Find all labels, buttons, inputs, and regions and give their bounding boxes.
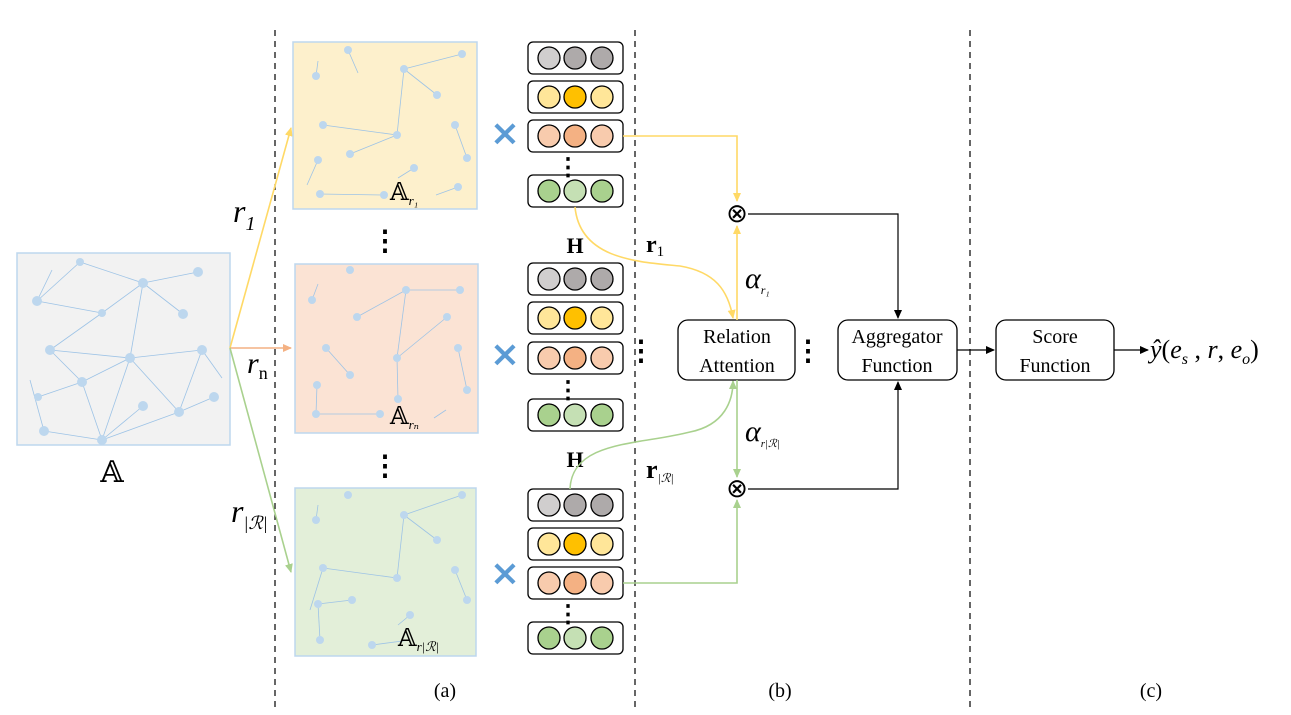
otimes-icon-bottom: ⊗ — [726, 474, 748, 504]
vector-label-rR: r|ℛ| — [646, 455, 674, 485]
section-label-a: (a) — [434, 680, 456, 702]
subgraph-ellipsis-2: ⋮ — [371, 451, 399, 482]
line-otimes-top-to-aggregator — [748, 213, 902, 319]
multiply-icon-1: × — [490, 113, 520, 154]
svg-text:Function: Function — [1019, 355, 1090, 377]
svg-text:Relation: Relation — [703, 326, 771, 348]
multiply-icon-3: × — [490, 553, 520, 594]
line-row-to-otimes-top — [623, 135, 741, 202]
matrix-label-bottom: H — [566, 447, 583, 472]
matrix-ellipsis-middle: ⋮ — [556, 378, 580, 404]
subgraph-rR: 𝔸r|ℛ| — [294, 487, 477, 657]
subgraph-r1: 𝔸r₁ — [292, 41, 478, 210]
svg-text:Aggregator: Aggregator — [851, 326, 942, 348]
subgraph-rR-label: 𝔸r|ℛ| — [397, 626, 439, 654]
relation-label-rn: rn — [247, 347, 268, 383]
section-label-b: (b) — [768, 680, 791, 702]
section-dividers — [274, 30, 971, 708]
subgraph-rn: 𝔸rₙ — [294, 263, 479, 434]
line-otimes-bottom-to-aggregator — [748, 381, 902, 490]
subgraph-rR-panel — [294, 487, 477, 657]
multiply-icon-2: × — [490, 334, 520, 375]
relation-arrows — [229, 127, 293, 573]
attention-side-ellipsis: ⋮ — [794, 336, 822, 367]
alpha-label-bottom: αr|ℛ| — [745, 415, 780, 450]
svg-text:Score: Score — [1032, 326, 1078, 348]
svg-text:Function: Function — [861, 355, 932, 377]
embedding-matrix-top — [527, 41, 624, 208]
matrix-ellipsis-bottom: ⋮ — [556, 602, 580, 628]
otimes-icon-top: ⊗ — [726, 199, 748, 229]
curve-r1 — [574, 206, 736, 319]
relation-label-r1: r1 — [233, 193, 255, 235]
embedding-matrix-middle — [527, 262, 624, 432]
relation-label-rR: r|ℛ| — [231, 493, 268, 533]
matrix-label-top: H — [566, 233, 583, 258]
multiply-icons: × × × — [490, 113, 520, 594]
line-row-to-otimes-bottom — [623, 499, 741, 584]
arrow-r1 — [229, 127, 293, 349]
embedding-matrix-bottom — [527, 488, 624, 655]
alpha-label-top: αr₁ — [745, 262, 770, 297]
aggregator-function-box: Aggregator Function — [837, 319, 958, 381]
vector-label-r1: r1 — [646, 232, 664, 260]
full-graph: 𝔸 — [16, 252, 231, 489]
subgraph-ellipsis-1: ⋮ — [371, 226, 399, 257]
subgraph-rn-label: 𝔸rₙ — [389, 404, 419, 432]
arrow-rR — [229, 347, 293, 573]
svg-text:Attention: Attention — [699, 355, 775, 377]
output-formula: ŷ(es , r, eo) — [1147, 335, 1259, 368]
matrix-side-ellipsis: ⋮ — [627, 336, 655, 367]
section-label-c: (c) — [1140, 680, 1162, 702]
matrix-ellipsis-top: ⋮ — [556, 155, 580, 181]
curve-rR — [569, 380, 737, 490]
subgraph-r1-label: 𝔸r₁ — [389, 180, 418, 208]
score-function-box: Score Function — [995, 319, 1115, 381]
full-graph-label: 𝔸 — [99, 456, 124, 489]
relation-attention-box: Relation Attention — [677, 319, 796, 381]
